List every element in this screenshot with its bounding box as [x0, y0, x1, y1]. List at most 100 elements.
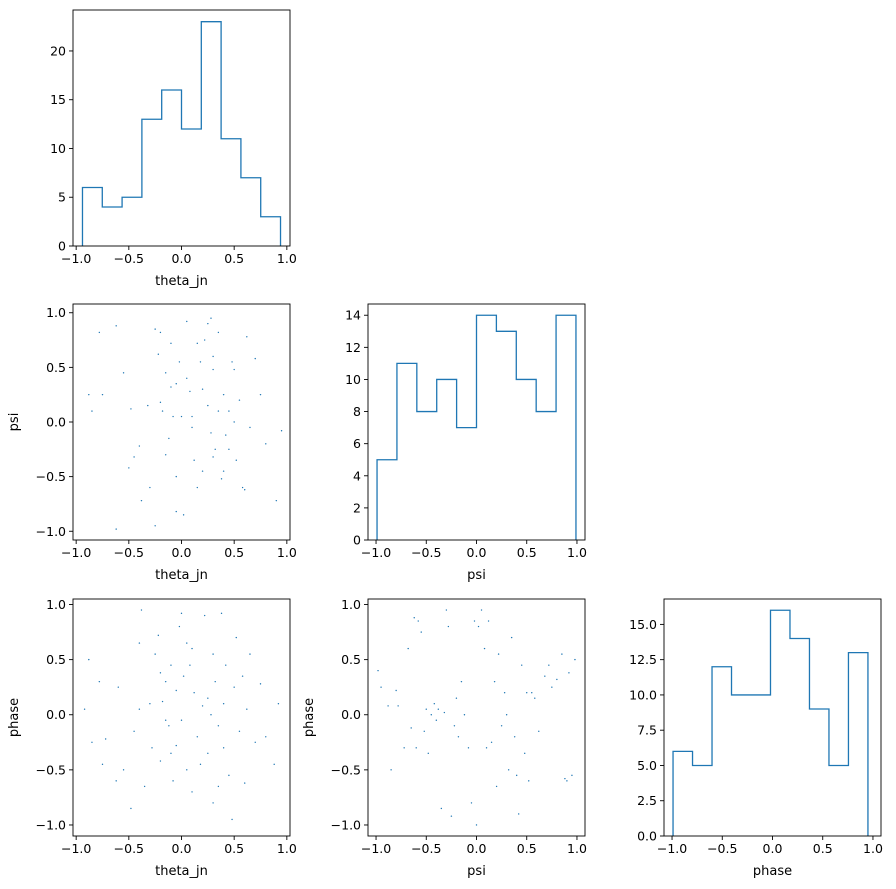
histogram-step-line [376, 314, 577, 540]
histogram-step-line [81, 21, 282, 246]
scatter-point [231, 361, 233, 363]
scatter-point [170, 664, 172, 666]
scatter-point [154, 525, 156, 527]
x-tick-label: 0.0 [467, 545, 487, 560]
y-tick-label: 0.5 [46, 360, 66, 375]
scatter-point [154, 653, 156, 655]
scatter-point [130, 408, 132, 410]
x-tick-label: −0.5 [411, 545, 441, 560]
y-axis-label: phase [7, 698, 22, 737]
plot-area [81, 21, 282, 246]
y-tick-label: 7.5 [637, 723, 657, 738]
x-tick: 1.0 [277, 246, 297, 266]
scatter-point [228, 448, 230, 451]
y-tick: 2.5 [637, 793, 664, 808]
scatter-point [254, 357, 256, 360]
scatter-point [265, 443, 267, 445]
scatter-point [178, 361, 181, 363]
y-tick-label: 2 [353, 500, 361, 515]
scatter-point [143, 785, 146, 788]
scatter-point [510, 636, 513, 639]
scatter-point [238, 399, 241, 401]
scatter-point [212, 802, 214, 804]
y-tick: 5 [58, 190, 73, 205]
scatter-point [277, 703, 280, 705]
scatter-point [246, 708, 248, 710]
scatter-point [149, 486, 151, 489]
y-tick-label: −0.5 [36, 469, 66, 484]
x-tick: 0.0 [467, 836, 487, 856]
scatter-point [91, 741, 93, 744]
scatter-point [98, 680, 101, 683]
scatter-point [151, 747, 153, 749]
scatter-point [154, 328, 156, 330]
scatter-point [88, 658, 90, 661]
x-tick-label: 0.0 [467, 841, 487, 856]
panel-hist_theta_jn: −1.0 −0.5 0.0 0.5 1.0 0 5 10 15 20 theta_jn [50, 9, 297, 289]
plot-area [377, 609, 576, 826]
scatter-point [212, 368, 214, 371]
scatter-point [83, 708, 86, 710]
y-tick: −1.0 [331, 817, 368, 832]
x-tick: 0.5 [517, 540, 537, 560]
x-tick: 0.5 [224, 540, 244, 560]
x-tick: −0.5 [411, 836, 441, 856]
x-tick-label: −0.5 [411, 841, 441, 856]
x-tick-label: 1.0 [277, 251, 297, 266]
scatter-point [217, 331, 220, 334]
scatter-point [556, 678, 558, 681]
scatter-point [140, 499, 143, 502]
scatter-point [217, 785, 220, 788]
scatter-point [138, 445, 141, 447]
scatter-point [180, 415, 183, 418]
plot-area [83, 609, 280, 821]
y-tick-label: 0.0 [46, 415, 66, 430]
x-tick-label: −1.0 [361, 841, 391, 856]
scatter-point [453, 725, 456, 727]
x-tick: −0.5 [411, 540, 441, 560]
scatter-point [517, 813, 520, 815]
scatter-point [483, 647, 486, 650]
scatter-point [186, 377, 188, 379]
scatter-point [217, 725, 220, 727]
scatter-point [427, 752, 429, 755]
y-tick-label: 6 [353, 436, 361, 451]
scatter-point [196, 736, 199, 738]
scatter-point [377, 669, 379, 672]
scatter-point [265, 736, 267, 738]
y-tick-label: 1.0 [46, 305, 66, 320]
scatter-point [259, 683, 262, 685]
scatter-point [199, 361, 202, 363]
x-tick: −0.5 [114, 246, 144, 266]
scatter-point [244, 489, 246, 491]
y-tick: 12 [345, 340, 368, 355]
scatter-point [101, 763, 104, 766]
panel-hist_psi: −1.0 −0.5 0.0 0.5 1.0 0 2 4 6 8 10 12 14 psi [345, 303, 587, 583]
scatter-point [475, 824, 478, 826]
y-tick-label: −0.5 [36, 762, 66, 777]
scatter-point [280, 430, 283, 432]
scatter-point [455, 697, 458, 699]
scatter-point [168, 725, 170, 727]
scatter-point [157, 353, 160, 355]
x-axis-label: theta_jn [155, 864, 208, 879]
x-tick-label: 0.5 [224, 545, 244, 560]
scatter-point [182, 514, 185, 516]
scatter-point [172, 780, 174, 782]
scatter-point [138, 708, 141, 710]
scatter-point [189, 664, 191, 666]
x-tick: 0.0 [172, 836, 192, 856]
y-tick-label: 0 [353, 533, 361, 548]
scatter-point [480, 609, 483, 611]
y-tick-label: 20 [50, 43, 66, 58]
scatter-point [220, 478, 223, 480]
y-tick: 0.0 [637, 829, 664, 844]
scatter-point [175, 383, 177, 385]
scatter-point [161, 410, 164, 412]
x-tick-label: 0.0 [172, 251, 192, 266]
panel-scatter_theta_jn_psi: −1.0 −0.5 0.0 0.5 1.0 −1.0 −0.5 0.0 0.5 1.0 theta_… [7, 303, 297, 583]
x-tick-label: 0.0 [172, 841, 192, 856]
scatter-point [196, 342, 199, 345]
y-tick: −1.0 [36, 817, 73, 832]
scatter-point [228, 410, 230, 412]
